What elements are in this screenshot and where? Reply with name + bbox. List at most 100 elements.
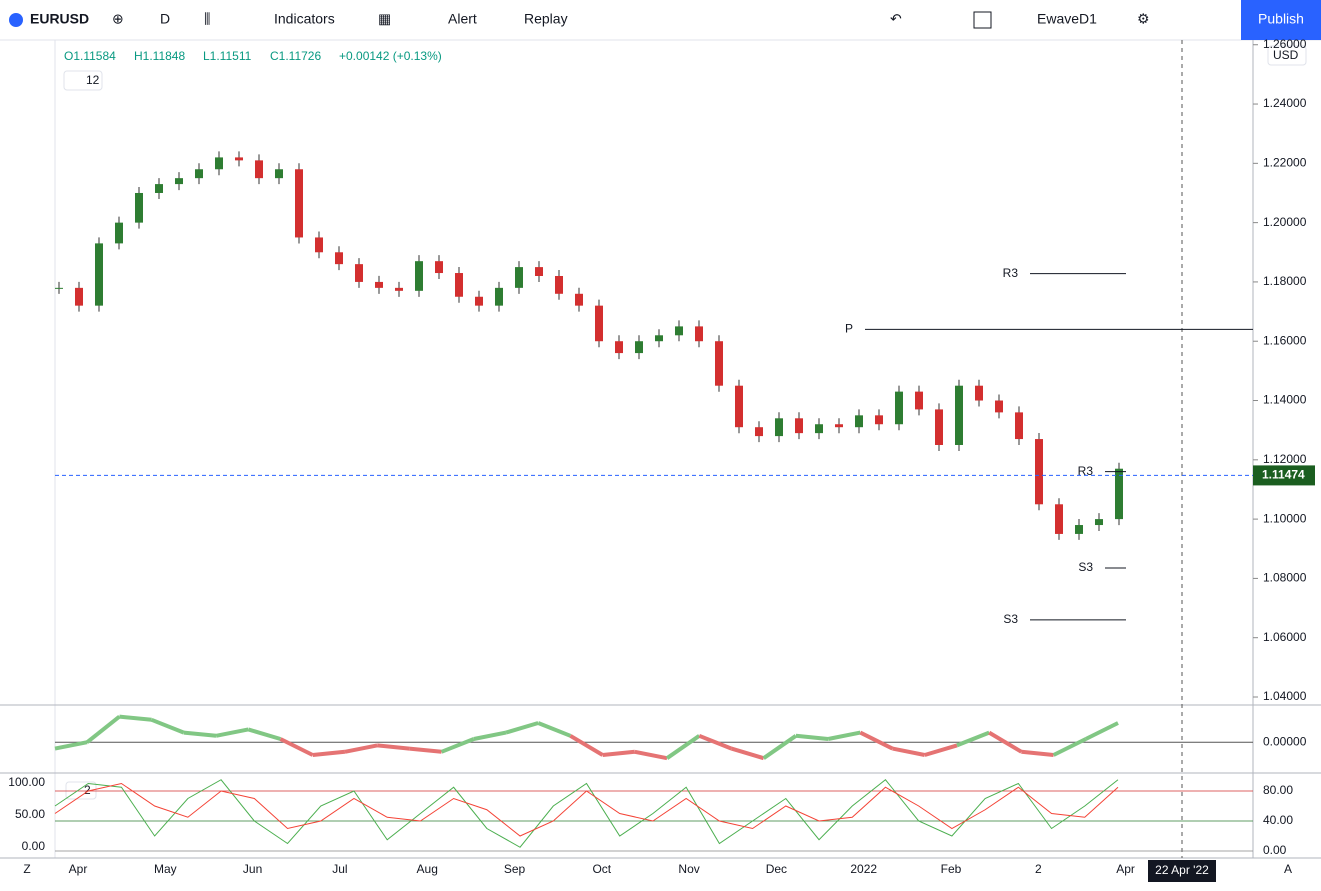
publish-button[interactable] (1241, 0, 1321, 40)
oscillator-segment (698, 733, 733, 751)
left-label: 50.00 (15, 807, 45, 821)
interval[interactable]: D (160, 11, 170, 27)
candle (435, 261, 443, 274)
indicators-button[interactable]: Indicators (274, 11, 335, 27)
add-symbol[interactable]: ⊕ (112, 11, 124, 27)
x-tick-label: Dec (766, 862, 787, 876)
oscillator-segment (1084, 721, 1119, 741)
candle (1075, 525, 1083, 534)
settings[interactable]: ⚙ (1137, 11, 1150, 27)
candle (255, 160, 263, 179)
x-tick-label: Apr (69, 862, 88, 876)
oscillator-segment (344, 743, 378, 754)
y-tick-label: 1.04000 (1263, 689, 1307, 703)
oscillator-segment (54, 740, 88, 751)
candle (95, 243, 103, 306)
candle (295, 169, 303, 238)
candle (815, 424, 823, 434)
candle (695, 326, 703, 342)
candle (415, 261, 423, 291)
fullscreen-box[interactable] (973, 11, 992, 29)
candle (1015, 412, 1023, 440)
oscillator-segment (1052, 737, 1087, 757)
y-tick-label: 80.00 (1263, 783, 1293, 797)
oscillator-segment (409, 746, 442, 754)
y-tick-label: 40.00 (1263, 813, 1293, 827)
alert-button[interactable]: Alert (448, 11, 477, 27)
candle (115, 222, 123, 244)
oscillator-segment (473, 730, 507, 741)
x-tick-label: 2 (1035, 862, 1042, 876)
oscillator-segment (119, 714, 152, 722)
oscillator-segment (376, 743, 410, 751)
indicator-count[interactable]: 12 (86, 73, 100, 87)
layout-button[interactable]: EwaveD1 (1037, 11, 1097, 27)
candle (855, 415, 863, 428)
oscillator-segment (537, 721, 572, 738)
symbol[interactable]: EURUSD (30, 11, 89, 27)
x-tick-label: May (154, 862, 177, 876)
stoch-line (54, 782, 1119, 837)
pane-toggle[interactable] (65, 781, 97, 800)
x-tick-label: Feb (941, 862, 962, 876)
indicator-toggle[interactable] (63, 70, 103, 91)
y-tick-label: 1.10000 (1263, 511, 1307, 525)
x-tick-label: Jul (332, 862, 347, 876)
candle (895, 391, 903, 425)
candle (875, 415, 883, 425)
oscillator-segment (730, 746, 765, 761)
candle (55, 287, 63, 289)
pivot-label: P (845, 322, 853, 336)
candle (735, 385, 743, 428)
candle (615, 341, 623, 354)
price-tag (1253, 465, 1315, 486)
currency-box[interactable] (1267, 45, 1307, 66)
candle (195, 169, 203, 179)
currency[interactable]: USD (1273, 48, 1299, 62)
x-tick-label: Jun (243, 862, 262, 876)
x-tick-label: Apr (1116, 862, 1135, 876)
candle (395, 287, 403, 291)
replay-button[interactable]: Replay (524, 11, 568, 27)
oscillator-segment (505, 721, 539, 735)
candle (75, 287, 83, 306)
candle (155, 184, 163, 193)
toolbar (0, 0, 1321, 40)
publish-label[interactable]: Publish (1258, 11, 1304, 27)
chart-style[interactable]: ⫼ (204, 11, 210, 27)
y-tick-label: 1.16000 (1263, 333, 1307, 347)
candle (1055, 504, 1063, 534)
undo[interactable]: ↶ (890, 11, 902, 27)
date-cursor-box (1148, 860, 1216, 882)
candle (335, 252, 343, 265)
oscillator-segment (665, 734, 701, 760)
candle (455, 273, 463, 297)
candle (975, 385, 983, 401)
y-tick-label: 0.00 (1263, 843, 1287, 857)
x-tick-label: Nov (678, 862, 699, 876)
price-tag-label: 1.11474 (1262, 468, 1305, 482)
y-tick-label: 1.22000 (1263, 156, 1307, 170)
candle (135, 192, 143, 223)
oscillator-segment (827, 730, 861, 741)
oscillator-segment (247, 727, 282, 741)
candle (835, 424, 843, 428)
templates[interactable]: ▦ (378, 11, 391, 27)
pivot-label: R3 (1078, 464, 1094, 478)
pane-setting[interactable]: 2 (84, 783, 91, 797)
candle (375, 281, 383, 288)
candle (175, 178, 183, 185)
ohlc-close: C1.11726 (270, 49, 321, 63)
y-tick-label: 1.20000 (1263, 215, 1307, 229)
zoom-z[interactable]: Z (23, 862, 30, 876)
ohlc-low: L1.11511 (203, 49, 252, 63)
oscillator-segment (602, 749, 636, 757)
oscillator-segment (215, 727, 249, 738)
oscillator-segment (279, 737, 314, 757)
y-tick-label: 1.06000 (1263, 630, 1307, 644)
candle (775, 418, 783, 437)
auto-a[interactable]: A (1284, 862, 1292, 876)
ohlc-open: O1.11584 (64, 49, 116, 63)
